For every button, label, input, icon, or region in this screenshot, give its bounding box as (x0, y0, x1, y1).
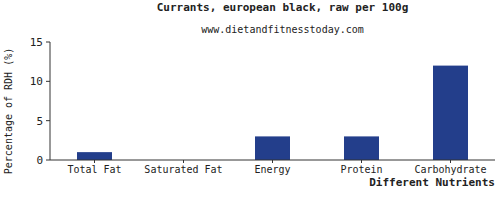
y-axis (50, 42, 51, 160)
x-tick-label: Energy (254, 164, 290, 175)
x-tick-label: Saturated Fat (144, 164, 222, 175)
x-tick-label: Total Fat (67, 164, 121, 175)
bar (344, 136, 379, 160)
title: Currants, european black, raw per 100g (157, 1, 409, 14)
x-tick (183, 160, 184, 163)
y-tick (46, 120, 50, 121)
bar (255, 136, 290, 160)
y-tick (46, 42, 50, 43)
x-tick (361, 160, 362, 163)
bar (433, 66, 468, 160)
x-tick (272, 160, 273, 163)
y-tick-label: 5 (36, 115, 43, 128)
y-tick (46, 160, 50, 161)
bar (77, 152, 112, 160)
chart-svg: Currants, european black, raw per 100g ww… (0, 0, 500, 200)
y-axis-label: Percentage of RDH (%) (3, 48, 14, 174)
y-tick-label: 15 (30, 36, 43, 49)
y-tick-label: 0 (36, 154, 43, 167)
bars (77, 66, 468, 160)
y-tick-label: 10 (30, 75, 43, 88)
x-tick-label: Carbohydrate (414, 164, 486, 175)
chart-container: Currants, european black, raw per 100g ww… (0, 0, 500, 200)
x-tick-label: Protein (340, 164, 382, 175)
x-tick (94, 160, 95, 163)
subtitle: www.dietandfitnesstoday.com (201, 24, 364, 35)
x-axis-label: Different Nutrients (369, 176, 495, 189)
x-tick (450, 160, 451, 163)
y-tick (46, 81, 50, 82)
